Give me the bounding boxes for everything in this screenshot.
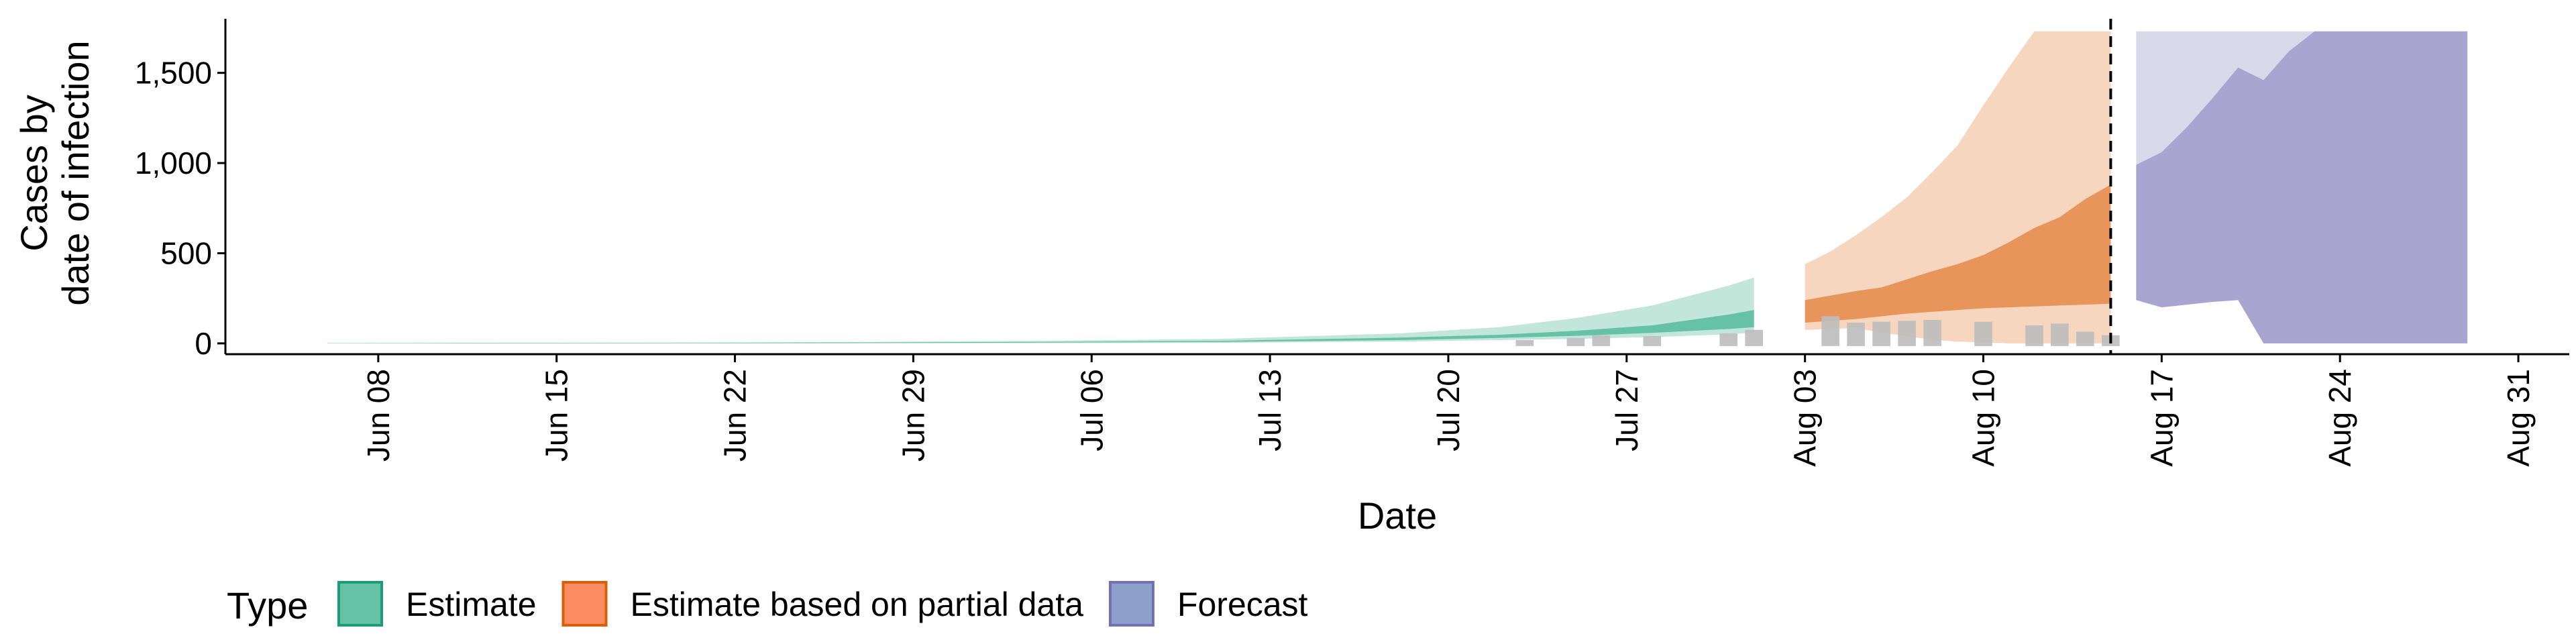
- x-tick-label: Jul 20: [1431, 369, 1466, 451]
- reported-bar: [1745, 329, 1763, 346]
- x-tick-label: Jun 15: [539, 369, 574, 462]
- legend-label: Forecast: [1177, 586, 1308, 623]
- legend-label: Estimate: [406, 586, 537, 623]
- legend-title: Type: [227, 584, 308, 627]
- band-inner-forecast: [2136, 31, 2468, 343]
- reported-bar: [1872, 321, 1890, 346]
- x-axis: Jun 08 Jun 15 Jun 22 Jun 29 Jul 06 Jul 13 Jul …: [225, 353, 2569, 537]
- bands-layer: [327, 31, 2468, 343]
- reported-bar: [1974, 321, 1992, 346]
- reported-bar: [1566, 337, 1585, 346]
- x-tick-label: Aug 17: [2144, 369, 2179, 467]
- legend-swatch: [1108, 581, 1155, 627]
- x-tick-label: Aug 03: [1788, 369, 1823, 467]
- y-axis-title-line-1: Cases by: [13, 95, 55, 251]
- x-tick-label: Jul 06: [1074, 369, 1109, 451]
- reported-bar: [2051, 323, 2069, 346]
- reported-bar: [1821, 316, 1839, 346]
- reported-bar: [2076, 331, 2094, 346]
- x-tick-label: Jul 27: [1609, 369, 1644, 451]
- reported-bar: [1898, 321, 1916, 346]
- x-ticks: Jun 08 Jun 15 Jun 22 Jun 29 Jul 06 Jul 13 Jul …: [361, 354, 2536, 467]
- reported-bar: [1515, 340, 1534, 346]
- band-inner-estimate-based-on-partial-data: [1805, 184, 2111, 323]
- plot-area: [327, 19, 2468, 354]
- band-outer-estimate: [327, 277, 1754, 343]
- x-tick-label: Jun 08: [361, 369, 396, 462]
- reported-bar: [1719, 333, 1737, 346]
- y-ticks: 0 500 1,000 1,500: [135, 56, 225, 361]
- x-tick-label: Jun 22: [718, 369, 753, 462]
- reported-bar: [1923, 319, 1941, 346]
- legend: Type Estimate Estimate based on partial d…: [227, 581, 1308, 627]
- y-tick-label: 1,500: [135, 56, 212, 91]
- legend-swatch: [337, 581, 383, 627]
- y-axis-title-line-2: date of infection: [54, 40, 97, 305]
- x-axis-title: Date: [1358, 494, 1437, 537]
- reported-bar: [1847, 323, 1865, 346]
- x-tick-label: Aug 31: [2501, 369, 2536, 467]
- legend-swatch: [561, 581, 608, 627]
- x-tick-label: Aug 24: [2322, 369, 2357, 467]
- y-tick-label: 0: [195, 326, 212, 361]
- reported-bars-layer: [1515, 316, 2120, 346]
- reported-bar: [1643, 336, 1662, 346]
- x-tick-label: Jul 13: [1252, 369, 1287, 451]
- reported-bar: [1592, 335, 1611, 346]
- x-tick-label: Aug 10: [1966, 369, 2001, 467]
- reported-bar: [2025, 325, 2043, 346]
- y-tick-label: 500: [160, 235, 212, 270]
- y-tick-label: 1,000: [135, 146, 212, 180]
- legend-label: Estimate based on partial data: [631, 586, 1084, 623]
- y-axis: 0 500 1,000 1,500 Cases by date of infectio…: [13, 19, 227, 361]
- x-tick-label: Jun 29: [896, 369, 930, 462]
